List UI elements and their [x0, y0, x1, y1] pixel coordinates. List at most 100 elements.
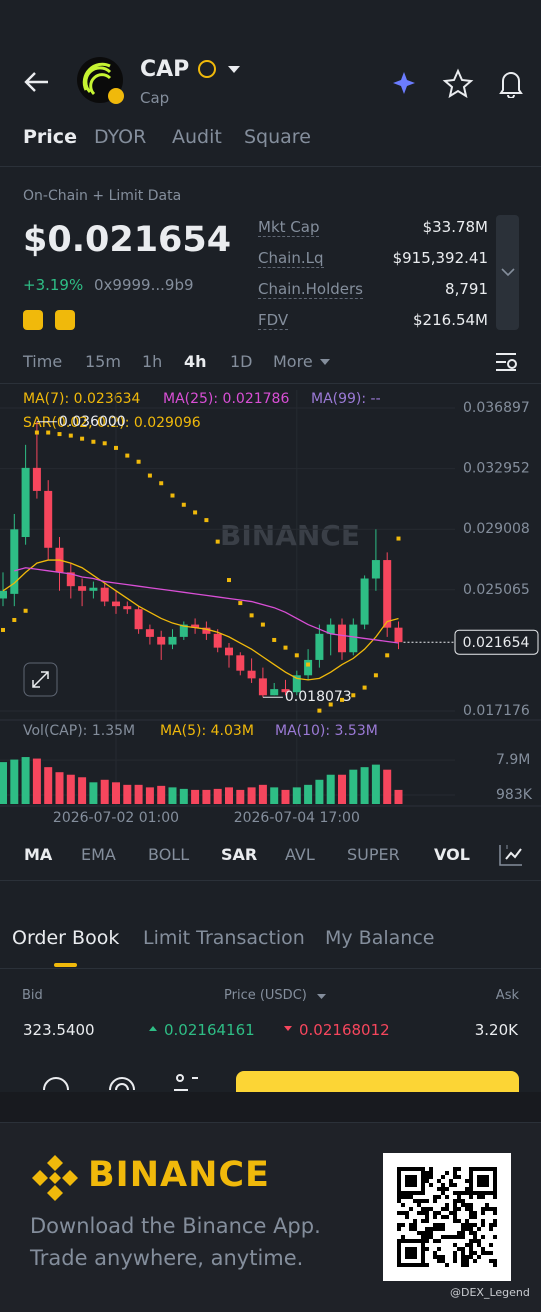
current-price: $0.021654 [23, 220, 232, 260]
qr-cell [457, 1207, 461, 1211]
timeframe[interactable]: 4h [184, 352, 207, 371]
qr-cell [469, 1195, 473, 1199]
qr-cell [397, 1223, 401, 1227]
timeframe[interactable]: 1D [230, 352, 253, 371]
sar-dot [260, 622, 265, 627]
back-arrow[interactable] [22, 70, 52, 94]
indicator-settings[interactable] [498, 843, 532, 867]
chevron [501, 268, 515, 277]
qr-cell [493, 1259, 497, 1263]
candle-body [338, 624, 346, 653]
indicator[interactable]: SUPER [347, 845, 400, 864]
qr-cell [469, 1255, 473, 1259]
chart-settings[interactable] [494, 350, 520, 374]
qr-cell [457, 1195, 461, 1199]
qr-cell [465, 1259, 469, 1263]
qr-cell [465, 1227, 469, 1231]
candle-body [100, 587, 109, 602]
tab[interactable]: Price [23, 126, 77, 148]
bid-price: 0.02164161 [164, 1021, 255, 1039]
qr-cell [449, 1211, 453, 1215]
candle-body [281, 689, 290, 693]
timeframe[interactable]: More [273, 352, 313, 371]
order-tab[interactable]: My Balance [325, 927, 435, 949]
contract-address[interactable]: 0x9999...9b9 [94, 276, 194, 294]
qr-cell [445, 1187, 449, 1191]
volume-bar [394, 789, 403, 804]
qr-cell [433, 1195, 437, 1199]
qr-cell [473, 1239, 477, 1243]
qr-cell [397, 1195, 401, 1199]
sar-dot [328, 702, 333, 707]
token-name: Cap [140, 89, 170, 107]
tab[interactable]: Audit [172, 126, 222, 148]
volume-bar [360, 767, 369, 804]
qr-cell [409, 1223, 413, 1227]
action-icons[interactable] [40, 1072, 210, 1092]
indicator[interactable]: SAR [221, 845, 258, 864]
indicator[interactable]: BOLL [148, 845, 190, 864]
expand-stats[interactable] [496, 215, 519, 330]
qr-cell [437, 1195, 441, 1199]
fullscreen-button[interactable] [23, 662, 58, 697]
candle-body [44, 490, 53, 548]
price-header[interactable]: Price (USDC) [224, 988, 307, 1003]
timeframe[interactable]: 15m [85, 352, 121, 371]
sar-dot [125, 453, 130, 458]
up-caret [149, 1026, 157, 1031]
last-price-label: 0.021654 [463, 635, 530, 651]
qr-cell [401, 1223, 405, 1227]
qr-cell [445, 1195, 449, 1199]
header-icons[interactable] [390, 68, 530, 98]
qr-cell [453, 1243, 457, 1247]
qr-cell [453, 1207, 457, 1211]
qr-cell [413, 1227, 417, 1231]
qr-cell [425, 1199, 429, 1203]
indicator[interactable]: MA [24, 845, 53, 864]
indicator[interactable]: AVL [285, 845, 315, 864]
qr-cell [429, 1231, 433, 1235]
timeframe[interactable]: 1h [142, 352, 163, 371]
qr-cell [453, 1199, 457, 1203]
stat-value: $915,392.41 [392, 249, 488, 267]
qr-cell [453, 1219, 457, 1223]
qr-cell [453, 1171, 457, 1175]
qr-cell [489, 1259, 493, 1263]
qr-cell [493, 1211, 497, 1215]
qr-cell [401, 1211, 405, 1215]
qr-cell [465, 1255, 469, 1259]
qr-cell [461, 1247, 465, 1251]
tab[interactable]: DYOR [94, 126, 147, 148]
legend-sar: SAR(0.02, 0.2): 0.029096 [23, 415, 201, 431]
volume-bar [179, 788, 188, 804]
volume-bar [225, 787, 233, 804]
data-source[interactable]: On-Chain + Limit Data [23, 188, 182, 204]
qr-cell [421, 1235, 425, 1239]
indicator[interactable]: EMA [81, 845, 116, 864]
indicator[interactable]: VOL [434, 845, 470, 864]
qr-finder [469, 1167, 497, 1195]
qr-cell [461, 1191, 465, 1195]
qr-cell [489, 1227, 493, 1231]
tab[interactable]: Square [244, 126, 311, 148]
qr-cell [469, 1247, 473, 1251]
spacer [0, 1092, 541, 1122]
candle-body [394, 627, 403, 643]
order-tab[interactable]: Order Book [12, 927, 120, 949]
qr-cell [425, 1219, 429, 1223]
token-logo [77, 57, 124, 104]
ask-price: 0.02168012 [299, 1021, 390, 1039]
order-tab[interactable]: Limit Transaction [143, 927, 305, 949]
volume-bar [168, 787, 177, 804]
volume-bar [66, 774, 75, 804]
sar-dot [34, 430, 39, 435]
candle-body [371, 560, 380, 579]
ask-amount: 3.20K [474, 1021, 518, 1039]
qr-cell [489, 1223, 493, 1227]
qr-code[interactable] [383, 1153, 511, 1281]
qr-cell [453, 1215, 457, 1219]
x-tick-label: 2026-07-02 01:00 [53, 810, 179, 826]
qr-cell [461, 1259, 465, 1263]
qr-cell [453, 1259, 457, 1263]
